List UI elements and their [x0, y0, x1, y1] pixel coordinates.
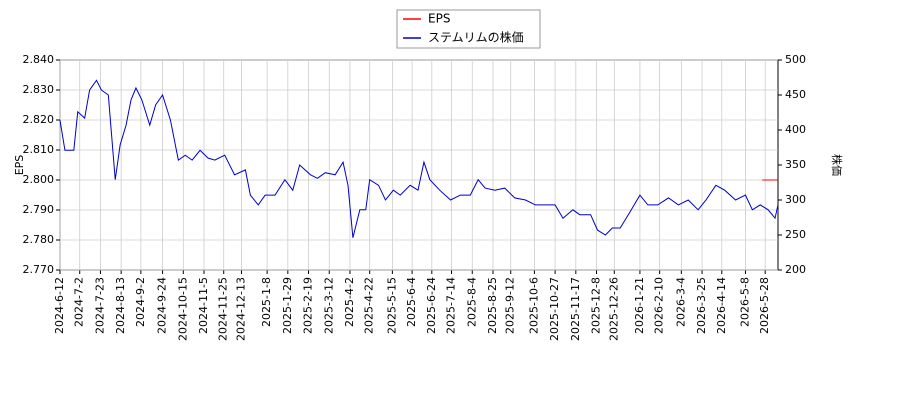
x-tick-label: 2024-7-23 [93, 277, 106, 334]
y2-tick-label: 200 [785, 263, 806, 276]
x-tick-label: 2025-4-2 [343, 277, 356, 327]
y-tick-label: 2.780 [23, 233, 55, 246]
y-tick-label: 2.790 [23, 203, 55, 216]
y2-tick-label: 350 [785, 158, 806, 171]
y-tick-label: 2.830 [23, 83, 55, 96]
x-tick-label: 2024-9-2 [134, 277, 147, 327]
x-tick-label: 2026-4-14 [715, 277, 728, 334]
x-tick-label: 2025-9-12 [504, 277, 517, 334]
y2-tick-label: 250 [785, 228, 806, 241]
x-tick-label: 2025-6-24 [425, 277, 438, 334]
x-tick-label: 2025-10-6 [527, 277, 540, 334]
x-tick-label: 2025-3-12 [322, 277, 335, 334]
x-tick-label: 2024-11-25 [217, 277, 230, 341]
x-tick-label: 2024-7-2 [73, 277, 86, 327]
y-tick-label: 2.840 [23, 53, 55, 66]
x-tick-label: 2025-1-8 [260, 277, 273, 327]
y-tick-label: 2.810 [23, 143, 55, 156]
y-tick-label: 2.770 [23, 263, 55, 276]
x-tick-label: 2024-10-15 [176, 277, 189, 341]
x-tick-label: 2025-5-15 [385, 277, 398, 334]
y-axis-label: EPS [13, 155, 26, 176]
x-tick-label: 2026-5-8 [738, 277, 751, 327]
legend-box [396, 9, 541, 49]
series-line [59, 79, 779, 238]
legend-label: EPS [428, 12, 450, 26]
x-tick-label: 2026-3-25 [695, 277, 708, 334]
x-tick-label: 2024-6-12 [53, 277, 66, 334]
x-tick-label: 2026-2-10 [653, 277, 666, 334]
y2-tick-label: 300 [785, 193, 806, 206]
x-tick-label: 2024-9-24 [156, 277, 169, 334]
x-tick-label: 2025-8-4 [465, 277, 478, 327]
x-tick-label: 2026-3-4 [674, 277, 687, 327]
x-tick-label: 2026-1-21 [633, 277, 646, 334]
x-tick-label: 2025-1-29 [281, 277, 294, 334]
y2-axis-label: 株価 [830, 154, 844, 176]
x-tick-label: 2025-4-22 [363, 277, 376, 334]
x-tick-label: 2025-2-19 [302, 277, 315, 334]
x-tick-label: 2024-8-13 [114, 277, 127, 334]
x-tick-label: 2025-6-4 [405, 277, 418, 327]
x-tick-label: 2025-12-8 [590, 277, 603, 334]
legend-label: ステムリムの株価 [428, 30, 524, 45]
x-tick-label: 2025-7-14 [445, 277, 458, 334]
y-tick-label: 2.800 [23, 173, 55, 186]
y2-tick-label: 400 [785, 123, 806, 136]
x-tick-label: 2024-11-5 [197, 277, 210, 334]
y2-tick-label: 450 [785, 88, 806, 101]
x-tick-label: 2024-12-13 [234, 277, 247, 341]
x-tick-label: 2026-5-28 [758, 277, 771, 334]
x-tick-label: 2025-10-27 [548, 277, 561, 341]
x-tick-label: 2025-12-26 [607, 277, 620, 341]
x-tick-label: 2025-11-17 [569, 277, 582, 341]
plot-frame [59, 59, 779, 271]
y2-tick-label: 500 [785, 53, 806, 66]
y-tick-label: 2.820 [23, 113, 55, 126]
x-tick-label: 2025-8-25 [486, 277, 499, 334]
